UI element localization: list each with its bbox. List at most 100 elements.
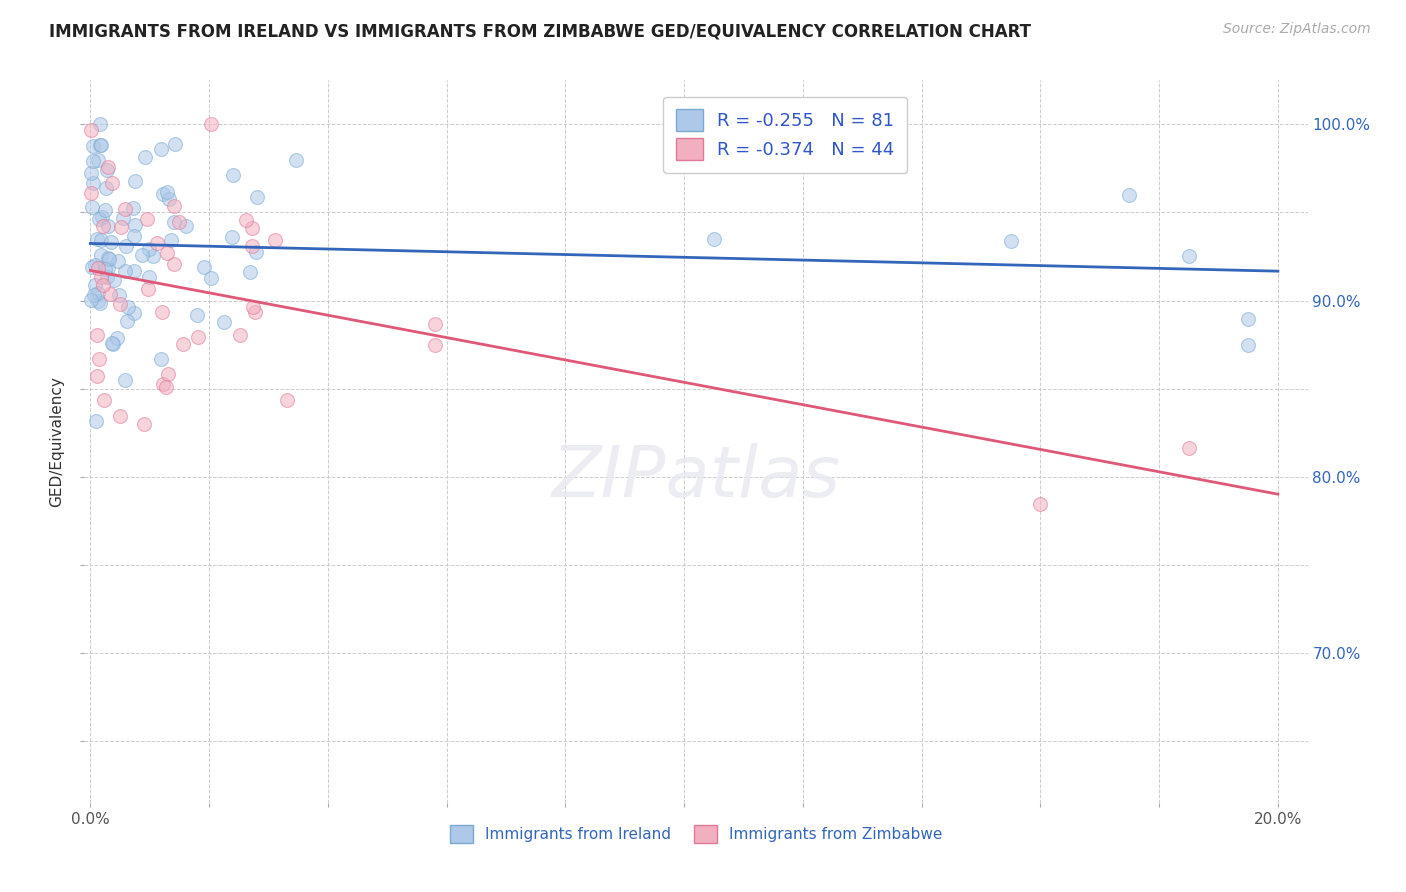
Point [136, 282, 159, 296]
Point [242, 301, 264, 315]
Point [285, 153, 308, 167]
Point [122, 306, 145, 320]
Point [86, 285, 108, 300]
Point [97, 219, 120, 234]
Point [229, 328, 252, 343]
Point [114, 264, 136, 278]
Point [423, 317, 446, 331]
Point [1118, 188, 1140, 202]
Point [97, 160, 120, 174]
Point [155, 380, 177, 394]
Point [94, 181, 117, 195]
Point [83, 287, 105, 301]
Point [90, 269, 112, 284]
Point [138, 270, 160, 285]
Point [82, 176, 104, 190]
Point [239, 265, 262, 279]
Point [87, 294, 110, 309]
Point [114, 202, 136, 217]
Point [90, 138, 112, 153]
Point [80, 166, 103, 180]
Point [89, 117, 111, 131]
Point [96, 270, 118, 285]
Point [86, 414, 108, 428]
Point [96, 162, 118, 177]
Point [200, 117, 222, 131]
Point [423, 337, 446, 351]
Point [83, 277, 105, 292]
Point [163, 257, 186, 271]
Point [156, 186, 179, 200]
Point [1029, 498, 1052, 512]
Point [242, 220, 264, 235]
Point [80, 260, 103, 274]
Point [212, 315, 235, 329]
Point [101, 337, 124, 351]
Point [98, 287, 121, 301]
Point [152, 187, 174, 202]
Point [193, 260, 215, 275]
Point [157, 192, 180, 206]
Point [108, 288, 131, 302]
Point [89, 211, 111, 226]
Point [187, 330, 209, 344]
Point [240, 239, 263, 253]
Point [134, 150, 156, 164]
Point [84, 258, 107, 272]
Point [243, 305, 266, 319]
Point [200, 270, 222, 285]
Point [136, 212, 159, 227]
Point [156, 245, 179, 260]
Point [1237, 338, 1260, 352]
Point [91, 278, 114, 293]
Point [86, 368, 108, 383]
Point [1000, 234, 1022, 248]
Point [87, 261, 110, 276]
Point [80, 122, 103, 136]
Point [103, 273, 125, 287]
Point [276, 392, 298, 407]
Point [117, 300, 139, 314]
Point [167, 215, 190, 229]
Text: Source: ZipAtlas.com: Source: ZipAtlas.com [1223, 22, 1371, 37]
Point [174, 219, 197, 233]
Point [124, 218, 146, 232]
Point [101, 336, 124, 351]
Point [132, 417, 155, 431]
Point [117, 313, 139, 327]
Point [93, 393, 115, 408]
Y-axis label: GED/Equivalency: GED/Equivalency [49, 376, 65, 507]
Point [246, 190, 269, 204]
Point [131, 247, 153, 261]
Point [1178, 441, 1201, 455]
Point [107, 254, 129, 268]
Point [149, 142, 172, 156]
Point [145, 235, 167, 250]
Point [100, 235, 122, 249]
Point [108, 409, 131, 424]
Point [124, 174, 146, 188]
Point [221, 230, 243, 244]
Point [114, 373, 136, 387]
Point [80, 293, 103, 307]
Point [110, 219, 132, 234]
Point [96, 260, 118, 275]
Point [703, 232, 725, 246]
Legend: Immigrants from Ireland, Immigrants from Zimbabwe: Immigrants from Ireland, Immigrants from… [443, 819, 949, 849]
Point [90, 211, 112, 225]
Point [142, 249, 165, 263]
Point [163, 199, 186, 213]
Point [93, 202, 115, 217]
Point [108, 297, 131, 311]
Point [100, 176, 122, 190]
Point [152, 376, 174, 391]
Point [86, 328, 108, 343]
Point [96, 252, 118, 266]
Point [186, 308, 208, 322]
Point [111, 211, 134, 226]
Point [122, 202, 145, 216]
Point [82, 139, 104, 153]
Point [172, 337, 194, 351]
Point [90, 233, 112, 247]
Point [87, 153, 110, 167]
